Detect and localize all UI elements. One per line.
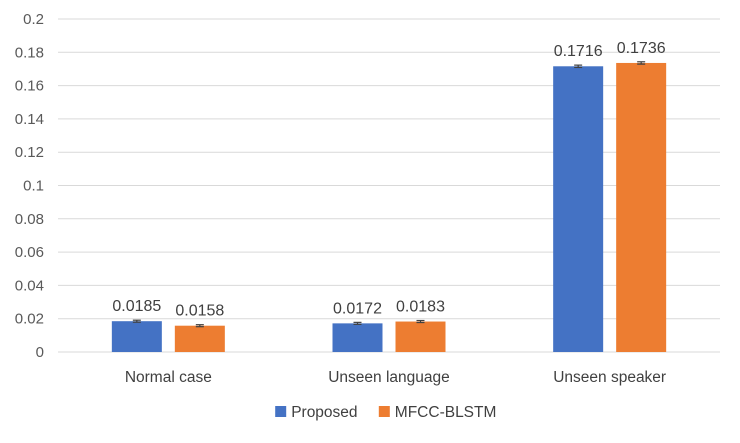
gridlines [58,18,720,353]
y-tick-label: 0.08 [15,211,44,228]
data-label: 0.0158 [175,303,224,320]
legend-label: MFCC-BLSTM [395,404,497,421]
legend-swatch [275,406,287,417]
data-label: 0.0183 [396,299,445,316]
data-label: 0.0172 [333,300,382,317]
bar-proposed [553,66,604,352]
y-tick-label: 0.12 [15,144,44,161]
y-tick-label: 0.2 [23,11,44,28]
bar-mfcc-blstm [395,321,446,352]
y-tick-label: 0 [36,344,44,361]
data-label: 0.1716 [554,43,603,60]
bars [111,62,667,353]
bar-mfcc-blstm [174,325,225,352]
error-bars [132,61,646,328]
y-tick-label: 0.04 [15,277,44,294]
x-category-label: Unseen language [328,369,450,386]
x-category-label: Unseen speaker [553,369,666,386]
x-axis-categories: Normal case Unseen language Unseen speaker [125,369,666,386]
y-tick-label: 0.02 [15,311,44,328]
data-label: 0.0185 [112,298,161,315]
bar-proposed [111,321,162,352]
legend: Proposed MFCC-BLSTM [275,404,496,421]
y-tick-label: 0.14 [15,111,44,128]
data-label: 0.1736 [617,40,666,57]
legend-label: Proposed [291,404,357,421]
bar-mfcc-blstm [616,62,667,353]
y-tick-label: 0.1 [23,178,44,195]
y-tick-label: 0.16 [15,78,44,95]
bar-proposed [332,323,383,352]
y-axis-ticks: 0 0.02 0.04 0.06 0.08 0.1 0.12 0.14 0.16 0.18 0.2 [15,11,44,361]
y-tick-label: 0.18 [15,44,44,61]
y-tick-label: 0.06 [15,244,44,261]
x-category-label: Normal case [125,369,212,386]
data-labels: 0.0185 0.0158 0.0172 0.0183 0.1716 0.1736 [112,40,665,320]
legend-swatch [378,406,390,417]
